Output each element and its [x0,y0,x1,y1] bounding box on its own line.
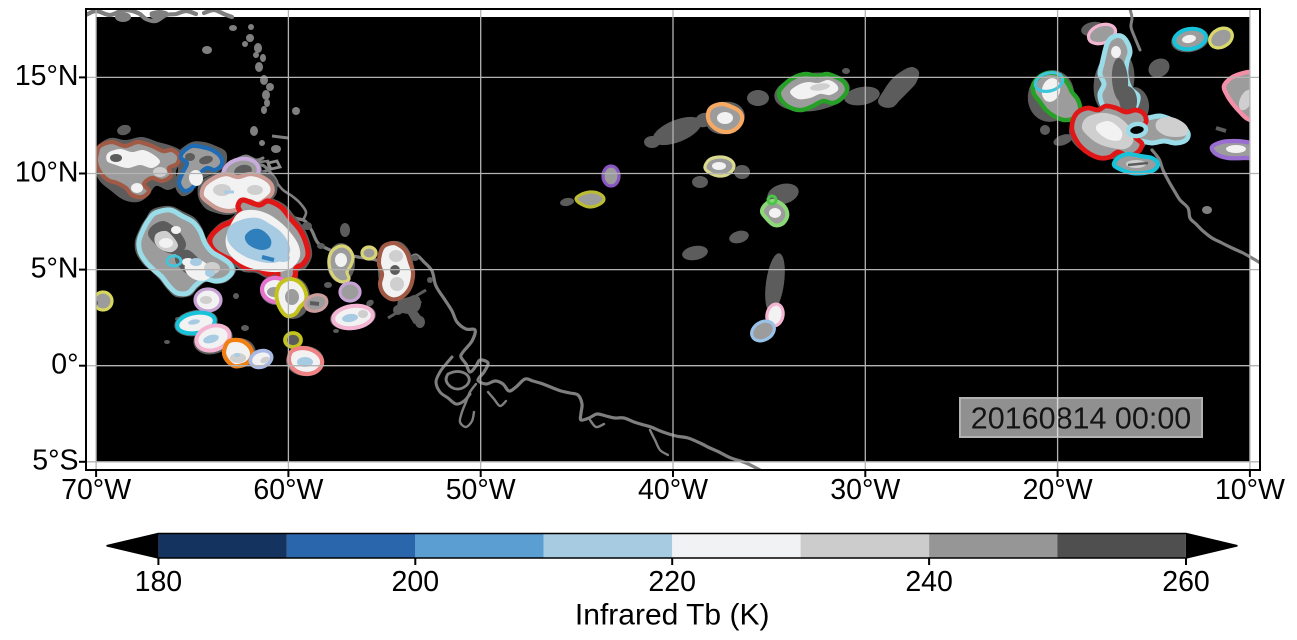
svg-text:220: 220 [648,566,696,598]
svg-text:60°W: 60°W [253,474,323,506]
svg-text:240: 240 [905,566,953,598]
svg-text:Infrared Tb (K): Infrared Tb (K) [575,599,770,632]
svg-text:20160814 00:00: 20160814 00:00 [971,402,1192,436]
svg-text:200: 200 [392,566,440,598]
svg-text:180: 180 [135,566,183,598]
svg-text:40°W: 40°W [638,474,708,506]
svg-text:10°W: 10°W [1215,474,1285,506]
svg-text:70°W: 70°W [61,474,131,506]
svg-text:5°S: 5°S [32,445,78,477]
svg-text:15°N: 15°N [15,60,79,92]
svg-text:30°W: 30°W [830,474,900,506]
svg-text:20°W: 20°W [1023,474,1093,506]
svg-text:260: 260 [1162,566,1210,598]
svg-text:0°: 0° [51,349,78,381]
svg-text:50°W: 50°W [446,474,516,506]
svg-text:10°N: 10°N [15,156,79,188]
svg-text:5°N: 5°N [31,252,79,284]
